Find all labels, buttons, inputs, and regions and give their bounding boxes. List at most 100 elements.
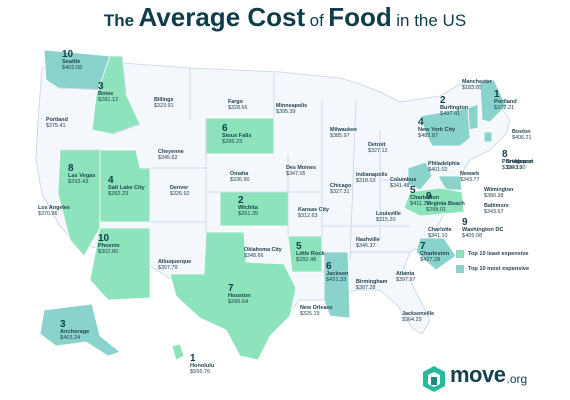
city-rank: 6 — [326, 261, 332, 272]
city-cost: $183.00 — [462, 84, 482, 91]
city-name: Billings — [154, 97, 174, 103]
city-name: Columbus — [390, 177, 417, 183]
legend-most: Top 10 most expensive — [456, 265, 566, 273]
city-name: Chicago — [330, 183, 352, 189]
city-cost: $397.97 — [396, 276, 416, 283]
city-name: Omaha — [230, 171, 249, 177]
city-cost: $401.02 — [428, 166, 448, 173]
city-label-honolulu: 1 Honolulu $556.76 — [190, 354, 214, 376]
city-name: Charlotte — [428, 227, 452, 233]
state-mississippi — [323, 251, 351, 319]
city-label-boise: 3 Boise $281.12 — [98, 82, 118, 104]
city-rank: 3 — [98, 81, 104, 92]
city-name: Los Angeles — [38, 205, 70, 211]
city-label-houston: 7 Houston $286.64 — [228, 284, 251, 306]
city-cost: $298.01 — [426, 206, 447, 213]
city-cost: $343.30 — [506, 164, 526, 171]
city-name: Salt Lake City — [108, 185, 145, 191]
state-rhode-island — [483, 131, 493, 143]
city-name: Wichita — [238, 205, 258, 211]
city-rank: 4 — [418, 117, 424, 128]
city-label-anchorage: 3 Anchorage $463.24 — [60, 320, 89, 342]
city-label-fargo: Fargo $328.66 — [228, 99, 248, 111]
city-label-minneapolis: Minneapolis $395.39 — [276, 103, 307, 115]
city-cost: $406.21 — [512, 134, 532, 141]
city-cost: $380.38 — [484, 192, 504, 199]
city-cost: $390.19 — [502, 164, 523, 171]
city-cost: $341.48 — [390, 182, 410, 189]
city-name: Fargo — [228, 99, 243, 105]
city-rank: 2 — [238, 195, 244, 206]
city-name: Boston — [512, 129, 531, 135]
city-label-boston: Boston $406.21 — [512, 129, 532, 141]
city-label-virginia-beach: 9 Virginia Beach $298.01 — [426, 192, 465, 214]
city-label-cheyenne: Cheyenne $345.62 — [158, 149, 184, 161]
city-cost: $315.20 — [376, 216, 396, 223]
city-cost: $282.23 — [108, 190, 129, 197]
city-label-atlanta: Atlanta $397.97 — [396, 271, 416, 283]
state-west-virginia — [407, 161, 433, 191]
city-name: Baltimore — [484, 203, 509, 209]
city-cost: $405.08 — [462, 232, 483, 239]
title-food: Food — [328, 2, 392, 32]
city-label-charleston-wv: 5 Charleston $411.29 — [410, 186, 439, 208]
city-label-phoenix: 10 Phoenix $302.80 — [98, 234, 120, 256]
city-cost: $375.41 — [46, 122, 66, 129]
city-name: Portland — [494, 99, 517, 105]
city-rank: 3 — [60, 319, 66, 330]
city-name: Providence — [502, 159, 533, 165]
state-virginia — [403, 187, 465, 217]
city-name: Charleston — [410, 195, 440, 201]
city-cost: $328.66 — [228, 104, 248, 111]
city-cost: $286.23 — [222, 138, 243, 145]
city-cost: $463.24 — [60, 334, 81, 341]
city-rank: 7 — [228, 283, 234, 294]
city-label-baltimore: Baltimore $343.67 — [484, 203, 509, 215]
city-label-philadelphia: Philadelphia $401.02 — [428, 161, 460, 173]
city-name: Louisville — [376, 211, 401, 217]
city-label-bridgeport: Bridgeport $343.30 — [506, 159, 534, 171]
city-label-nashville: Nashville $346.37 — [356, 237, 380, 249]
city-cost: $347.05 — [286, 170, 306, 177]
city-cost: $307.79 — [158, 264, 178, 271]
city-rank: 5 — [410, 185, 416, 196]
city-cost: $325.19 — [300, 310, 320, 317]
legend-least-label: Top 10 least expensive — [468, 251, 529, 257]
city-name: Denver — [170, 185, 189, 191]
city-name: Little Rock — [296, 251, 325, 257]
state-maine — [479, 79, 507, 123]
city-name: Nashville — [356, 237, 380, 243]
city-cost: $327.12 — [368, 147, 388, 154]
city-rank: 9 — [462, 217, 468, 228]
city-cost: $302.80 — [98, 248, 119, 255]
city-cost: $293.43 — [68, 178, 89, 185]
city-cost: $341.10 — [428, 232, 448, 239]
city-cost: $395.39 — [276, 108, 296, 115]
state-hawaii — [171, 343, 185, 361]
city-cost: $326.92 — [170, 190, 190, 197]
city-label-jackson: 6 Jackson $421.33 — [326, 262, 348, 284]
city-label-las-vegas: 8 Las Vegas $293.43 — [68, 164, 95, 186]
city-label-charlotte: Charlotte $341.10 — [428, 227, 452, 239]
page-title: The Average Cost of Food in the US — [0, 2, 570, 36]
city-cost: $482.87 — [418, 132, 439, 139]
city-cost: $336.90 — [230, 176, 250, 183]
city-cost: $421.33 — [326, 276, 347, 283]
city-name: Portland — [46, 117, 68, 123]
city-label-manchester: Manchester $183.00 — [462, 79, 492, 91]
city-name: Detroit — [368, 142, 386, 148]
city-label-seattle: 10 Seattle $402.08 — [62, 50, 82, 72]
city-rank: 4 — [108, 175, 114, 186]
city-label-kansas-city: Kansas City $312.63 — [298, 207, 329, 219]
city-label-columbus: Columbus $341.48 — [390, 177, 417, 189]
city-cost: $348.66 — [244, 252, 264, 259]
city-rank: 9 — [426, 191, 432, 202]
city-name: Phoenix — [98, 243, 120, 249]
city-rank: 2 — [440, 95, 446, 106]
city-name: Honolulu — [190, 363, 215, 369]
city-name: Boise — [98, 91, 114, 97]
city-cost: $497.41 — [440, 110, 461, 117]
city-cost: $364.29 — [402, 316, 422, 323]
city-label-milwaukee: Milwaukee $385.97 — [330, 127, 357, 139]
city-label-new-orleans: New Orleans $325.19 — [300, 305, 333, 317]
